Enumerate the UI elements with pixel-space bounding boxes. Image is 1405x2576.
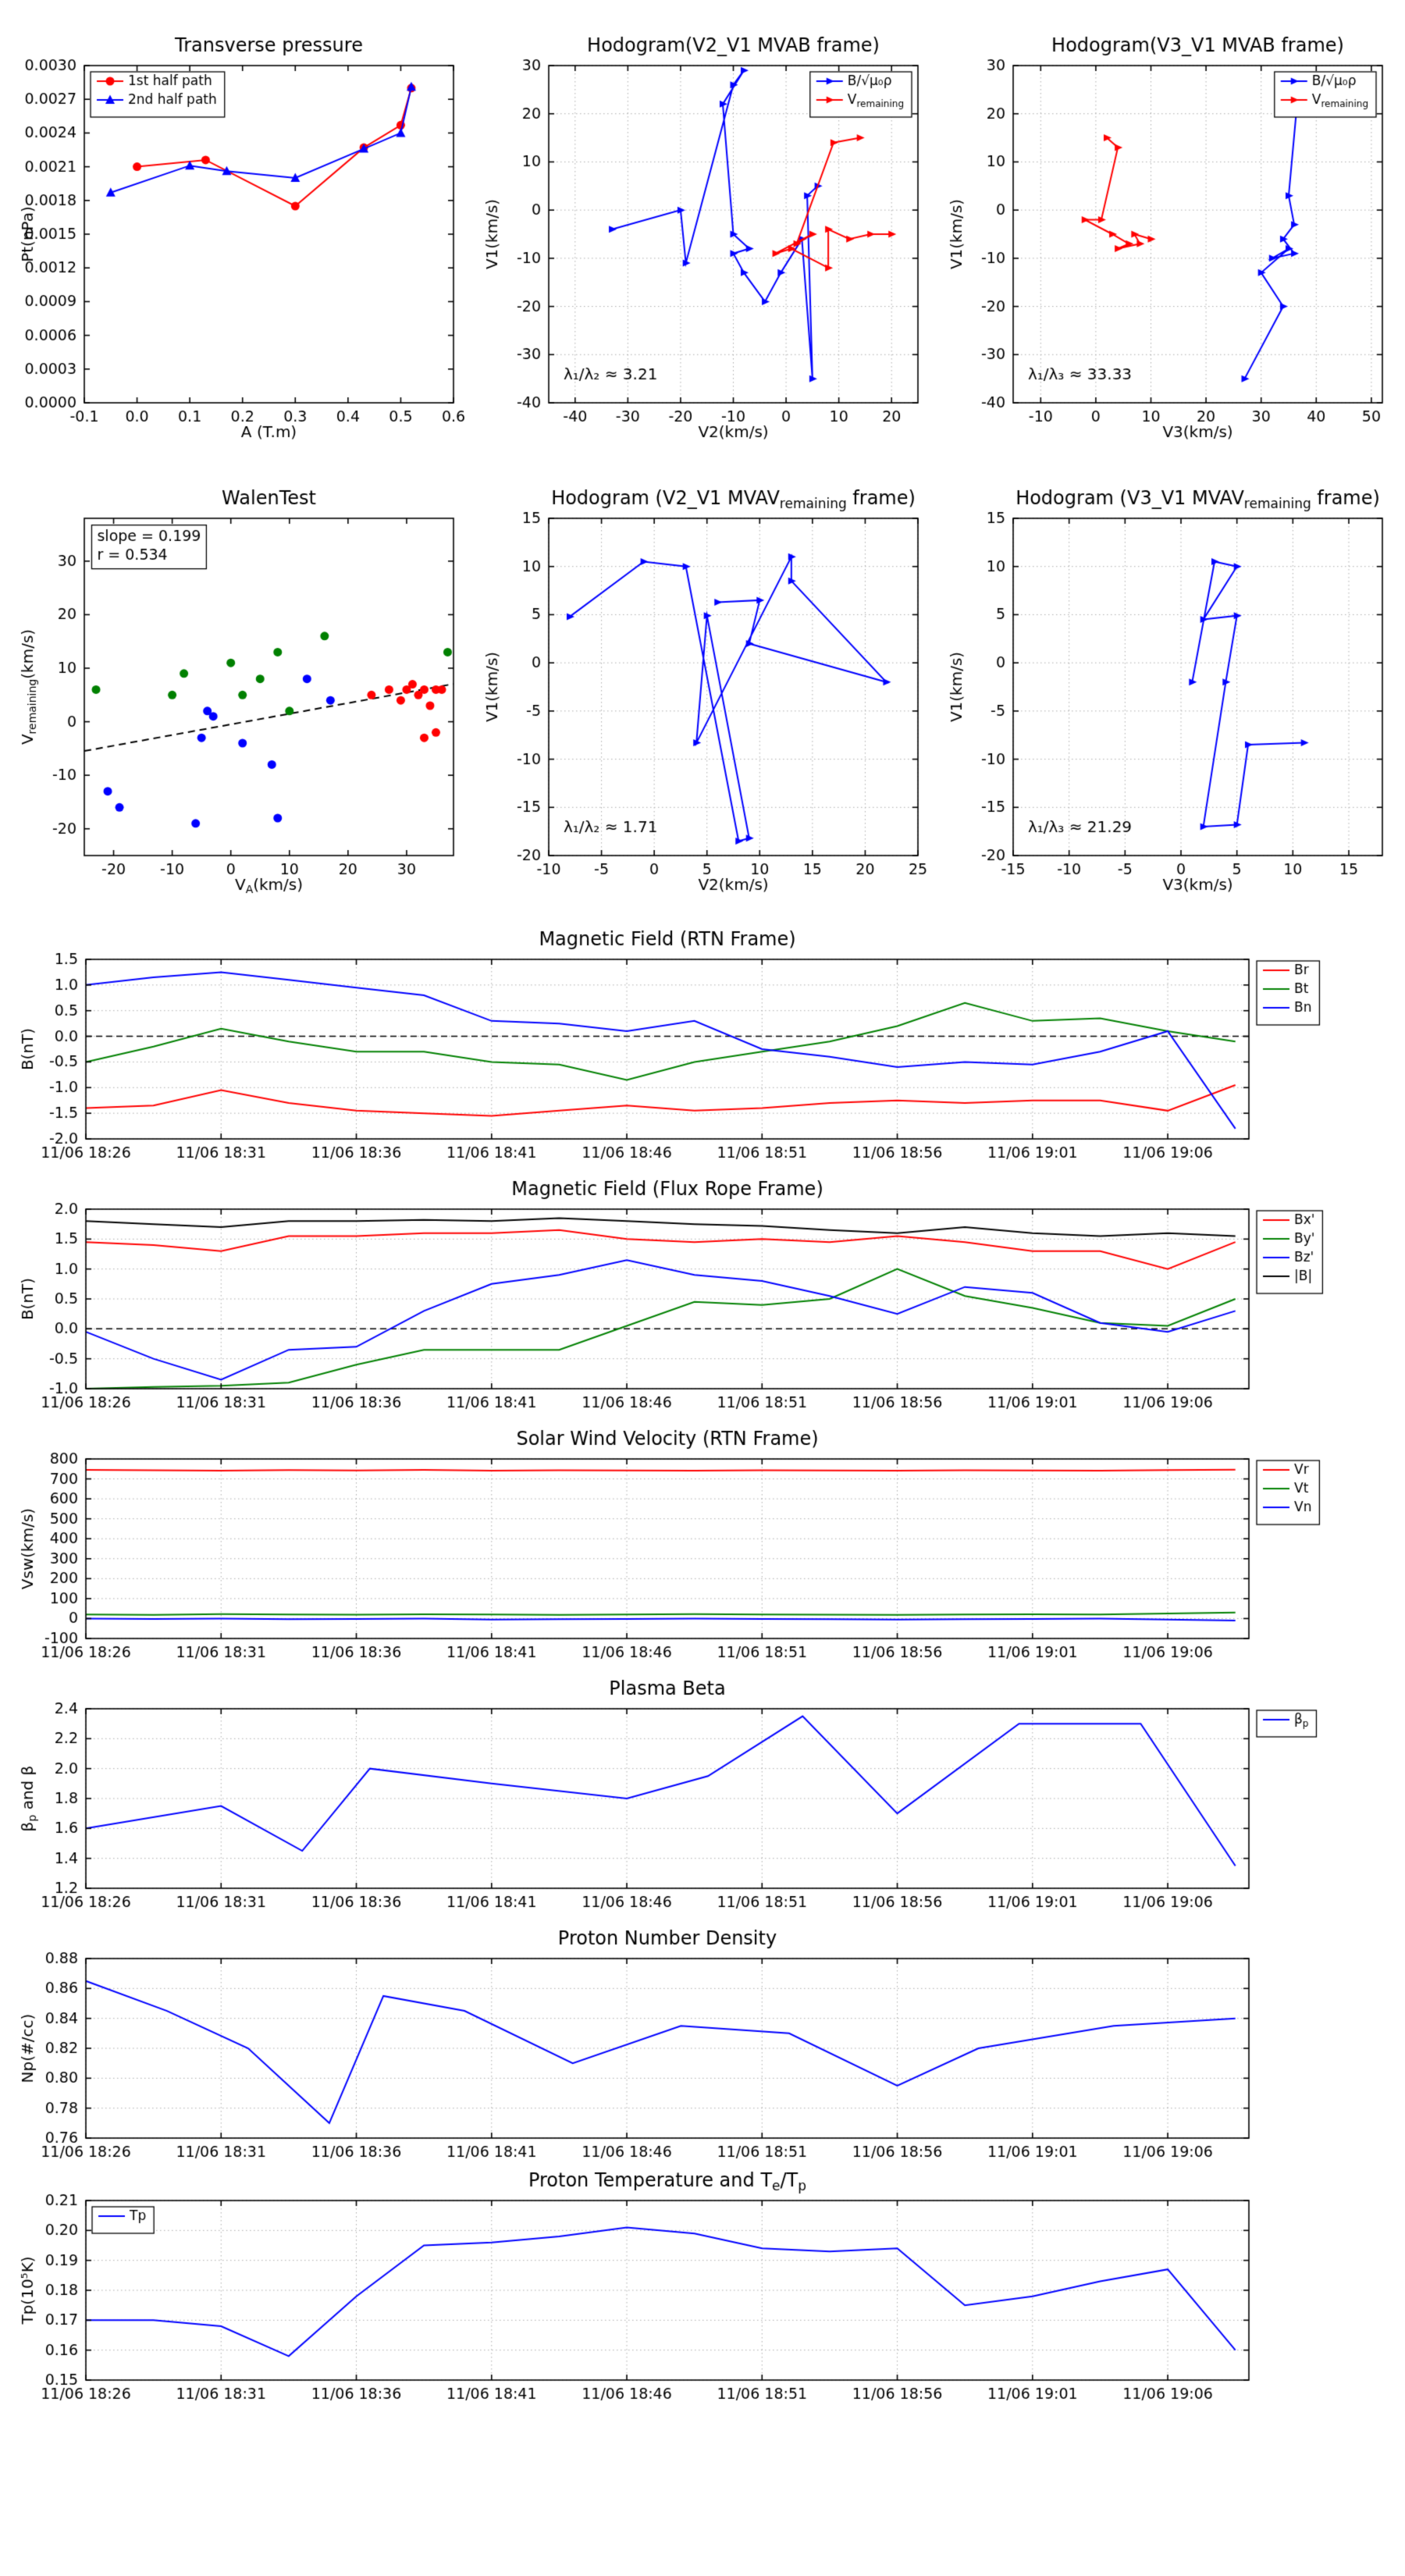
chart-solar-wind-velocity — [16, 1425, 1389, 1667]
chart-magnetic-field-flux-rope — [16, 1175, 1389, 1417]
chart-hodogram-v2v1-mvab — [480, 16, 929, 445]
chart-walen-test — [16, 468, 464, 898]
chart-proton-temperature — [16, 2166, 1389, 2408]
chart-transverse-pressure — [16, 16, 464, 445]
chart-hodogram-v2v1-mvav — [480, 468, 929, 898]
chart-magnetic-field-rtn — [16, 925, 1389, 1167]
chart-proton-number-density — [16, 1924, 1389, 2166]
chart-hodogram-v3v1-mvav — [944, 468, 1393, 898]
chart-hodogram-v3v1-mvab — [944, 16, 1393, 445]
chart-plasma-beta — [16, 1674, 1389, 1916]
